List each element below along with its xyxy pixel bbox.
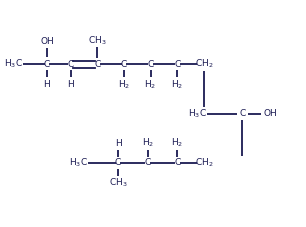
Text: OH: OH	[40, 37, 54, 46]
Text: H$_3$C: H$_3$C	[69, 157, 88, 169]
Text: H: H	[67, 80, 74, 89]
Text: C: C	[174, 158, 181, 167]
Text: H$_2$: H$_2$	[144, 78, 157, 91]
Text: H: H	[115, 139, 121, 148]
Text: OH: OH	[263, 109, 277, 118]
Text: H$_3$C: H$_3$C	[188, 107, 207, 120]
Text: H$_3$C: H$_3$C	[4, 58, 23, 70]
Text: C: C	[239, 109, 245, 118]
Text: CH$_3$: CH$_3$	[109, 177, 127, 189]
Text: H$_2$: H$_2$	[118, 78, 130, 91]
Text: C: C	[94, 60, 100, 69]
Text: C: C	[115, 158, 121, 167]
Text: C: C	[144, 158, 151, 167]
Text: CH$_3$: CH$_3$	[88, 34, 106, 47]
Text: H$_2$: H$_2$	[171, 136, 183, 149]
Text: C: C	[68, 60, 74, 69]
Text: C: C	[44, 60, 50, 69]
Text: H$_2$: H$_2$	[141, 136, 154, 149]
Text: C: C	[121, 60, 127, 69]
Text: CH$_2$: CH$_2$	[195, 58, 213, 70]
Text: C: C	[147, 60, 154, 69]
Text: H: H	[43, 80, 50, 89]
Text: CH$_2$: CH$_2$	[195, 157, 213, 169]
Text: C: C	[174, 60, 181, 69]
Text: H$_2$: H$_2$	[171, 78, 183, 91]
